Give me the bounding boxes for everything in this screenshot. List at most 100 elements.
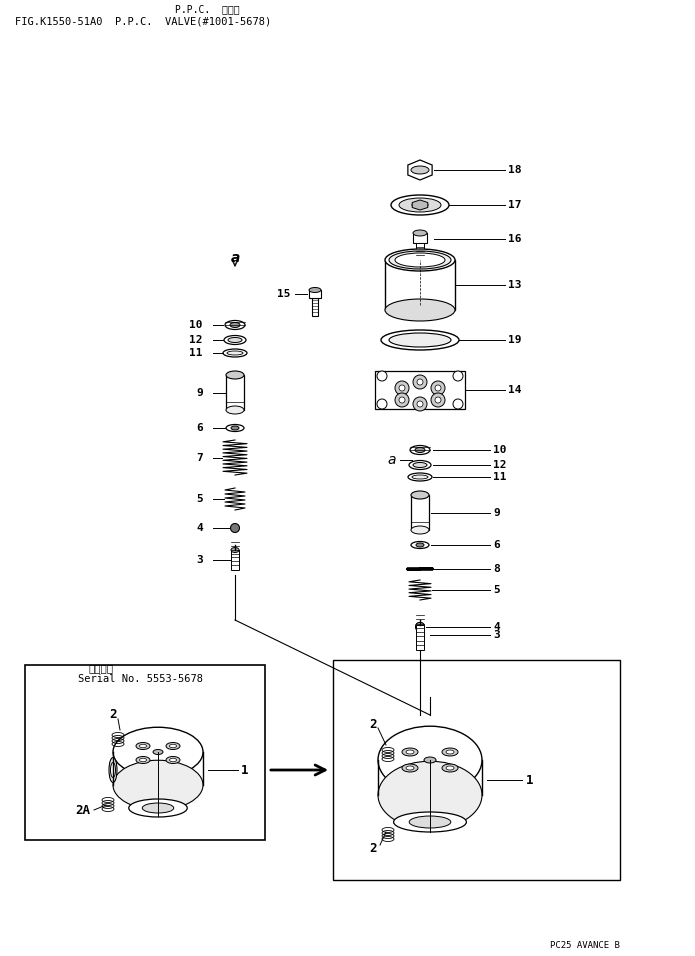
Bar — [309, 290, 321, 298]
Ellipse shape — [226, 424, 244, 431]
Ellipse shape — [136, 743, 150, 750]
Circle shape — [377, 371, 387, 381]
Text: 3: 3 — [196, 555, 203, 565]
Circle shape — [399, 397, 405, 403]
Ellipse shape — [442, 764, 458, 772]
Bar — [226, 375, 244, 410]
Circle shape — [399, 385, 405, 391]
Text: 14: 14 — [508, 385, 521, 395]
Ellipse shape — [395, 253, 445, 267]
Text: a: a — [230, 251, 240, 265]
Text: 11: 11 — [190, 348, 203, 358]
Ellipse shape — [309, 288, 321, 293]
Ellipse shape — [140, 758, 147, 762]
Circle shape — [417, 401, 423, 407]
Ellipse shape — [385, 299, 455, 321]
Bar — [231, 550, 239, 570]
Text: 13: 13 — [508, 280, 521, 290]
Ellipse shape — [129, 799, 187, 817]
Bar — [416, 625, 424, 650]
Ellipse shape — [231, 548, 239, 553]
Circle shape — [395, 393, 409, 407]
Ellipse shape — [224, 336, 246, 344]
Text: 9: 9 — [196, 388, 203, 398]
Ellipse shape — [223, 349, 247, 357]
Ellipse shape — [411, 166, 429, 174]
Bar — [385, 260, 455, 310]
Ellipse shape — [378, 727, 482, 793]
Ellipse shape — [170, 758, 177, 762]
Text: PC25 AVANCE B: PC25 AVANCE B — [550, 941, 620, 950]
Text: 8: 8 — [493, 564, 500, 574]
Ellipse shape — [170, 745, 177, 748]
Ellipse shape — [153, 750, 163, 754]
Text: P.P.C.  バルブ: P.P.C. バルブ — [175, 4, 240, 14]
Text: 2A: 2A — [75, 803, 90, 816]
Text: 4: 4 — [196, 523, 203, 533]
Text: FIG.K1550-51A0  P.P.C.  VALVE(#1001-5678): FIG.K1550-51A0 P.P.C. VALVE(#1001-5678) — [15, 16, 271, 26]
Ellipse shape — [410, 445, 430, 454]
Text: a: a — [388, 453, 396, 467]
Text: 11: 11 — [493, 472, 507, 482]
Ellipse shape — [411, 526, 429, 534]
Ellipse shape — [412, 202, 428, 208]
Text: Serial No. 5553-5678: Serial No. 5553-5678 — [78, 674, 203, 684]
Ellipse shape — [409, 816, 451, 828]
Ellipse shape — [446, 750, 454, 754]
Ellipse shape — [415, 447, 425, 452]
Text: 7: 7 — [196, 452, 203, 463]
Circle shape — [453, 371, 463, 381]
Text: 1: 1 — [526, 773, 534, 787]
Ellipse shape — [411, 491, 429, 499]
Text: 17: 17 — [508, 200, 521, 210]
Text: 10: 10 — [493, 445, 507, 455]
Ellipse shape — [136, 756, 150, 764]
Ellipse shape — [424, 757, 436, 763]
Ellipse shape — [227, 351, 243, 355]
Ellipse shape — [389, 333, 451, 347]
Ellipse shape — [402, 748, 418, 756]
Bar — [375, 371, 465, 409]
Text: 1: 1 — [241, 764, 249, 776]
Ellipse shape — [389, 251, 451, 269]
Ellipse shape — [142, 803, 174, 813]
Ellipse shape — [113, 760, 203, 810]
Circle shape — [395, 381, 409, 395]
Ellipse shape — [391, 195, 449, 215]
Text: 15: 15 — [277, 289, 290, 299]
Text: 5: 5 — [493, 585, 500, 595]
Ellipse shape — [442, 748, 458, 756]
Circle shape — [413, 397, 427, 411]
Text: 12: 12 — [190, 335, 203, 345]
Circle shape — [435, 385, 441, 391]
Text: 18: 18 — [508, 165, 521, 175]
Ellipse shape — [226, 371, 244, 379]
Ellipse shape — [406, 766, 414, 770]
Ellipse shape — [416, 622, 424, 627]
Ellipse shape — [166, 743, 180, 750]
Text: 2: 2 — [109, 708, 117, 722]
Polygon shape — [412, 200, 428, 210]
Text: 3: 3 — [493, 630, 500, 640]
Ellipse shape — [231, 426, 239, 430]
Polygon shape — [408, 160, 432, 180]
Ellipse shape — [111, 763, 115, 777]
Circle shape — [431, 393, 445, 407]
Circle shape — [435, 397, 441, 403]
Ellipse shape — [413, 463, 427, 467]
Ellipse shape — [378, 761, 482, 829]
Text: 12: 12 — [493, 460, 507, 470]
Bar — [312, 298, 318, 316]
Ellipse shape — [416, 543, 424, 547]
Ellipse shape — [166, 756, 180, 764]
Circle shape — [377, 399, 387, 409]
Ellipse shape — [228, 337, 242, 342]
Text: 2: 2 — [369, 719, 377, 731]
Ellipse shape — [446, 766, 454, 770]
Circle shape — [417, 379, 423, 385]
Text: 適用号機: 適用号機 — [88, 663, 113, 673]
Ellipse shape — [412, 475, 428, 479]
Text: 4: 4 — [493, 622, 500, 632]
Ellipse shape — [230, 322, 240, 328]
Text: 2: 2 — [369, 841, 377, 855]
